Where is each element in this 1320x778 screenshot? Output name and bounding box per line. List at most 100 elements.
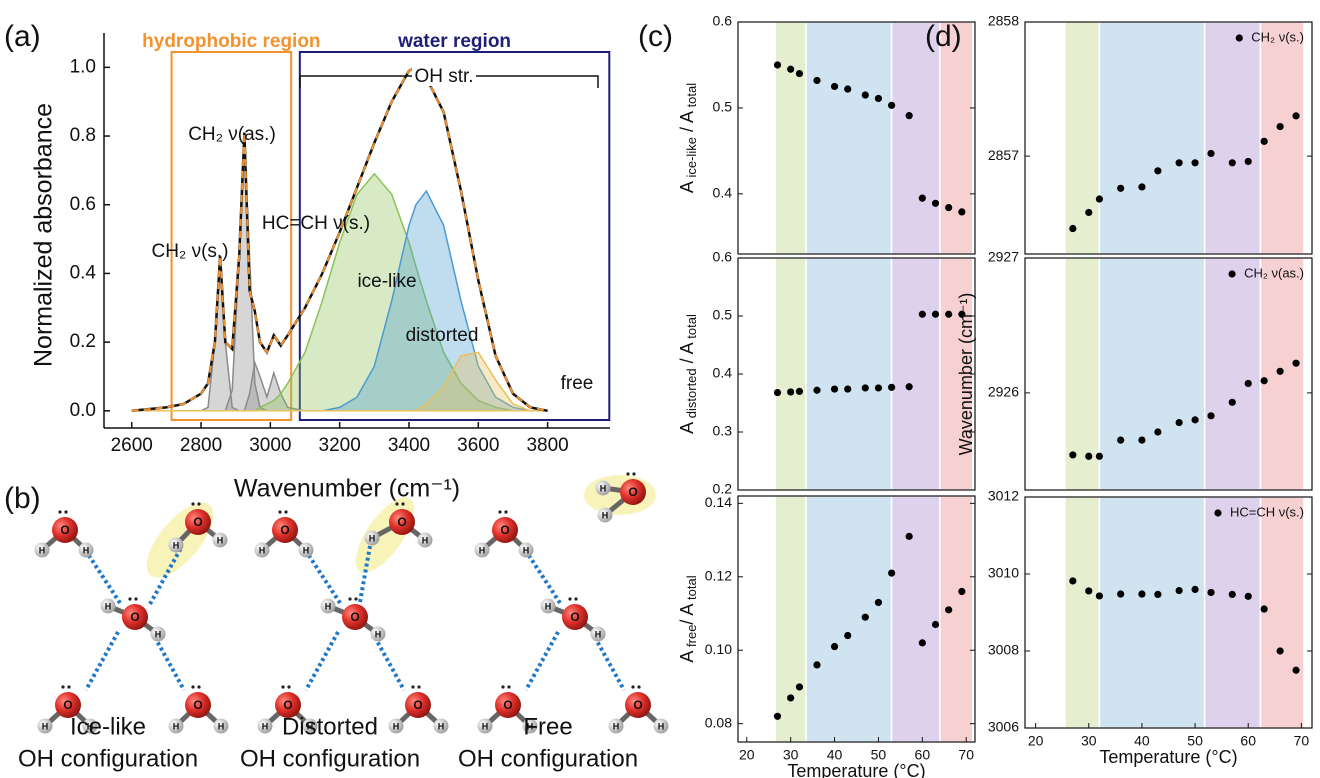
- temperature-band: [1098, 496, 1206, 729]
- y-tick-label: 0.2: [713, 481, 733, 497]
- y-tick-label: 0.5: [713, 99, 733, 115]
- temperature-band: [1098, 257, 1206, 491]
- x-tick-label: 60: [1240, 733, 1256, 749]
- hydrogen-bond: [304, 631, 340, 691]
- hydrogen: [653, 718, 669, 734]
- hydrogen-label: H: [393, 721, 400, 731]
- data-point: [844, 85, 852, 93]
- lone-pair: [58, 510, 62, 514]
- hydrogen-label: H: [307, 721, 314, 731]
- oxygen: [495, 692, 521, 718]
- x-tick-label: 3400: [388, 435, 430, 456]
- data-point: [773, 61, 782, 69]
- hydrogen: [34, 542, 50, 558]
- hydrogen-bond: [590, 631, 626, 691]
- y-tick-label: 0.0: [70, 400, 96, 421]
- oxygen-label: O: [570, 610, 579, 624]
- y-tick-label: 0.6: [713, 13, 733, 29]
- hydrogen-label: H: [658, 721, 665, 731]
- data-point: [1095, 592, 1104, 600]
- y-tick-label: 0.10: [705, 641, 732, 657]
- data-point: [861, 384, 869, 392]
- oxygen: [55, 692, 81, 718]
- hydrogen-label: H: [602, 510, 609, 520]
- data-point: [1292, 359, 1300, 367]
- oxygen-label: O: [350, 610, 359, 624]
- x-tick-label: 3800: [526, 435, 568, 456]
- lone-pair: [287, 685, 291, 689]
- hydrogen: [417, 532, 433, 548]
- data-point: [1117, 436, 1125, 444]
- x-tick-label: 2600: [111, 435, 153, 456]
- data-point: [958, 310, 966, 318]
- data-point: [931, 620, 940, 629]
- data-point: [1175, 159, 1183, 167]
- temperature-band: [890, 21, 941, 255]
- temperature-band: [1098, 21, 1206, 255]
- panel-label: (c): [638, 20, 673, 53]
- data-point: [905, 112, 913, 120]
- x-tick-label: 3000: [249, 435, 291, 456]
- temperature-band: [805, 21, 893, 255]
- data-point: [861, 613, 869, 621]
- data-point: [1207, 588, 1215, 597]
- y-axis-label: A ice-like / A total: [677, 83, 700, 193]
- annotation: ice-like: [357, 271, 416, 292]
- temperature-band: [939, 21, 974, 255]
- hydrogen-label: H: [42, 721, 49, 731]
- hydrogen-label: H: [259, 545, 266, 555]
- data-point: [918, 310, 926, 318]
- label-part: distorted: [684, 368, 699, 421]
- lone-pair: [574, 597, 578, 601]
- hydrogen-label: H: [595, 629, 602, 639]
- y-axis-label: A free/ A total: [677, 575, 700, 662]
- data-point: [795, 69, 804, 78]
- oxygen-label: O: [633, 698, 642, 712]
- hydrogen-bond: [302, 546, 342, 605]
- x-tick-label: 50: [1187, 733, 1203, 749]
- lone-pair: [61, 685, 65, 689]
- annotation: distorted: [406, 325, 479, 346]
- lone-pair: [631, 685, 635, 689]
- annotation: CH₂ ν(as.): [188, 124, 276, 145]
- data-point: [787, 65, 795, 73]
- hydrogen-label: H: [375, 629, 382, 639]
- data-point: [945, 310, 953, 318]
- configuration-name: Ice-like: [70, 713, 146, 740]
- lone-pair: [191, 502, 195, 506]
- lone-pair: [395, 502, 399, 506]
- oxygen-label: O: [500, 523, 509, 537]
- legend-marker: [1228, 270, 1236, 278]
- annotation: free: [561, 373, 594, 394]
- data-point: [1276, 123, 1284, 131]
- data-point: [1069, 224, 1077, 233]
- hydrogen-bond: [150, 631, 186, 691]
- oxygen: [492, 517, 518, 543]
- y-tick-label: 2927: [988, 249, 1019, 265]
- data-point: [1138, 436, 1146, 444]
- hydrogen: [474, 542, 490, 558]
- temperature-band: [1203, 21, 1262, 255]
- data-point: [1228, 159, 1236, 167]
- data-point: [813, 661, 821, 669]
- oxygen: [405, 692, 431, 718]
- hydrogen-label: H: [479, 545, 486, 555]
- temperature-band: [890, 495, 941, 743]
- hydrogen-label: H: [422, 535, 429, 545]
- x-tick-label: 50: [871, 747, 887, 763]
- hydrogen: [595, 480, 611, 496]
- data-point: [1175, 586, 1183, 595]
- y-tick-label: 3006: [988, 719, 1019, 735]
- label-part: A: [677, 422, 697, 434]
- plot-frame: [737, 21, 976, 255]
- temperature-band: [805, 257, 893, 491]
- data-point: [888, 383, 896, 391]
- temperature-band: [774, 21, 807, 255]
- oxygen-label: O: [503, 698, 512, 712]
- x-tick-label: 3600: [457, 435, 499, 456]
- annotation: CH₂ ν(s.): [151, 241, 228, 262]
- hydrogen-label: H: [217, 535, 224, 545]
- oxygen-label: O: [280, 523, 289, 537]
- legend-label: CH₂ ν(s.): [1251, 29, 1304, 44]
